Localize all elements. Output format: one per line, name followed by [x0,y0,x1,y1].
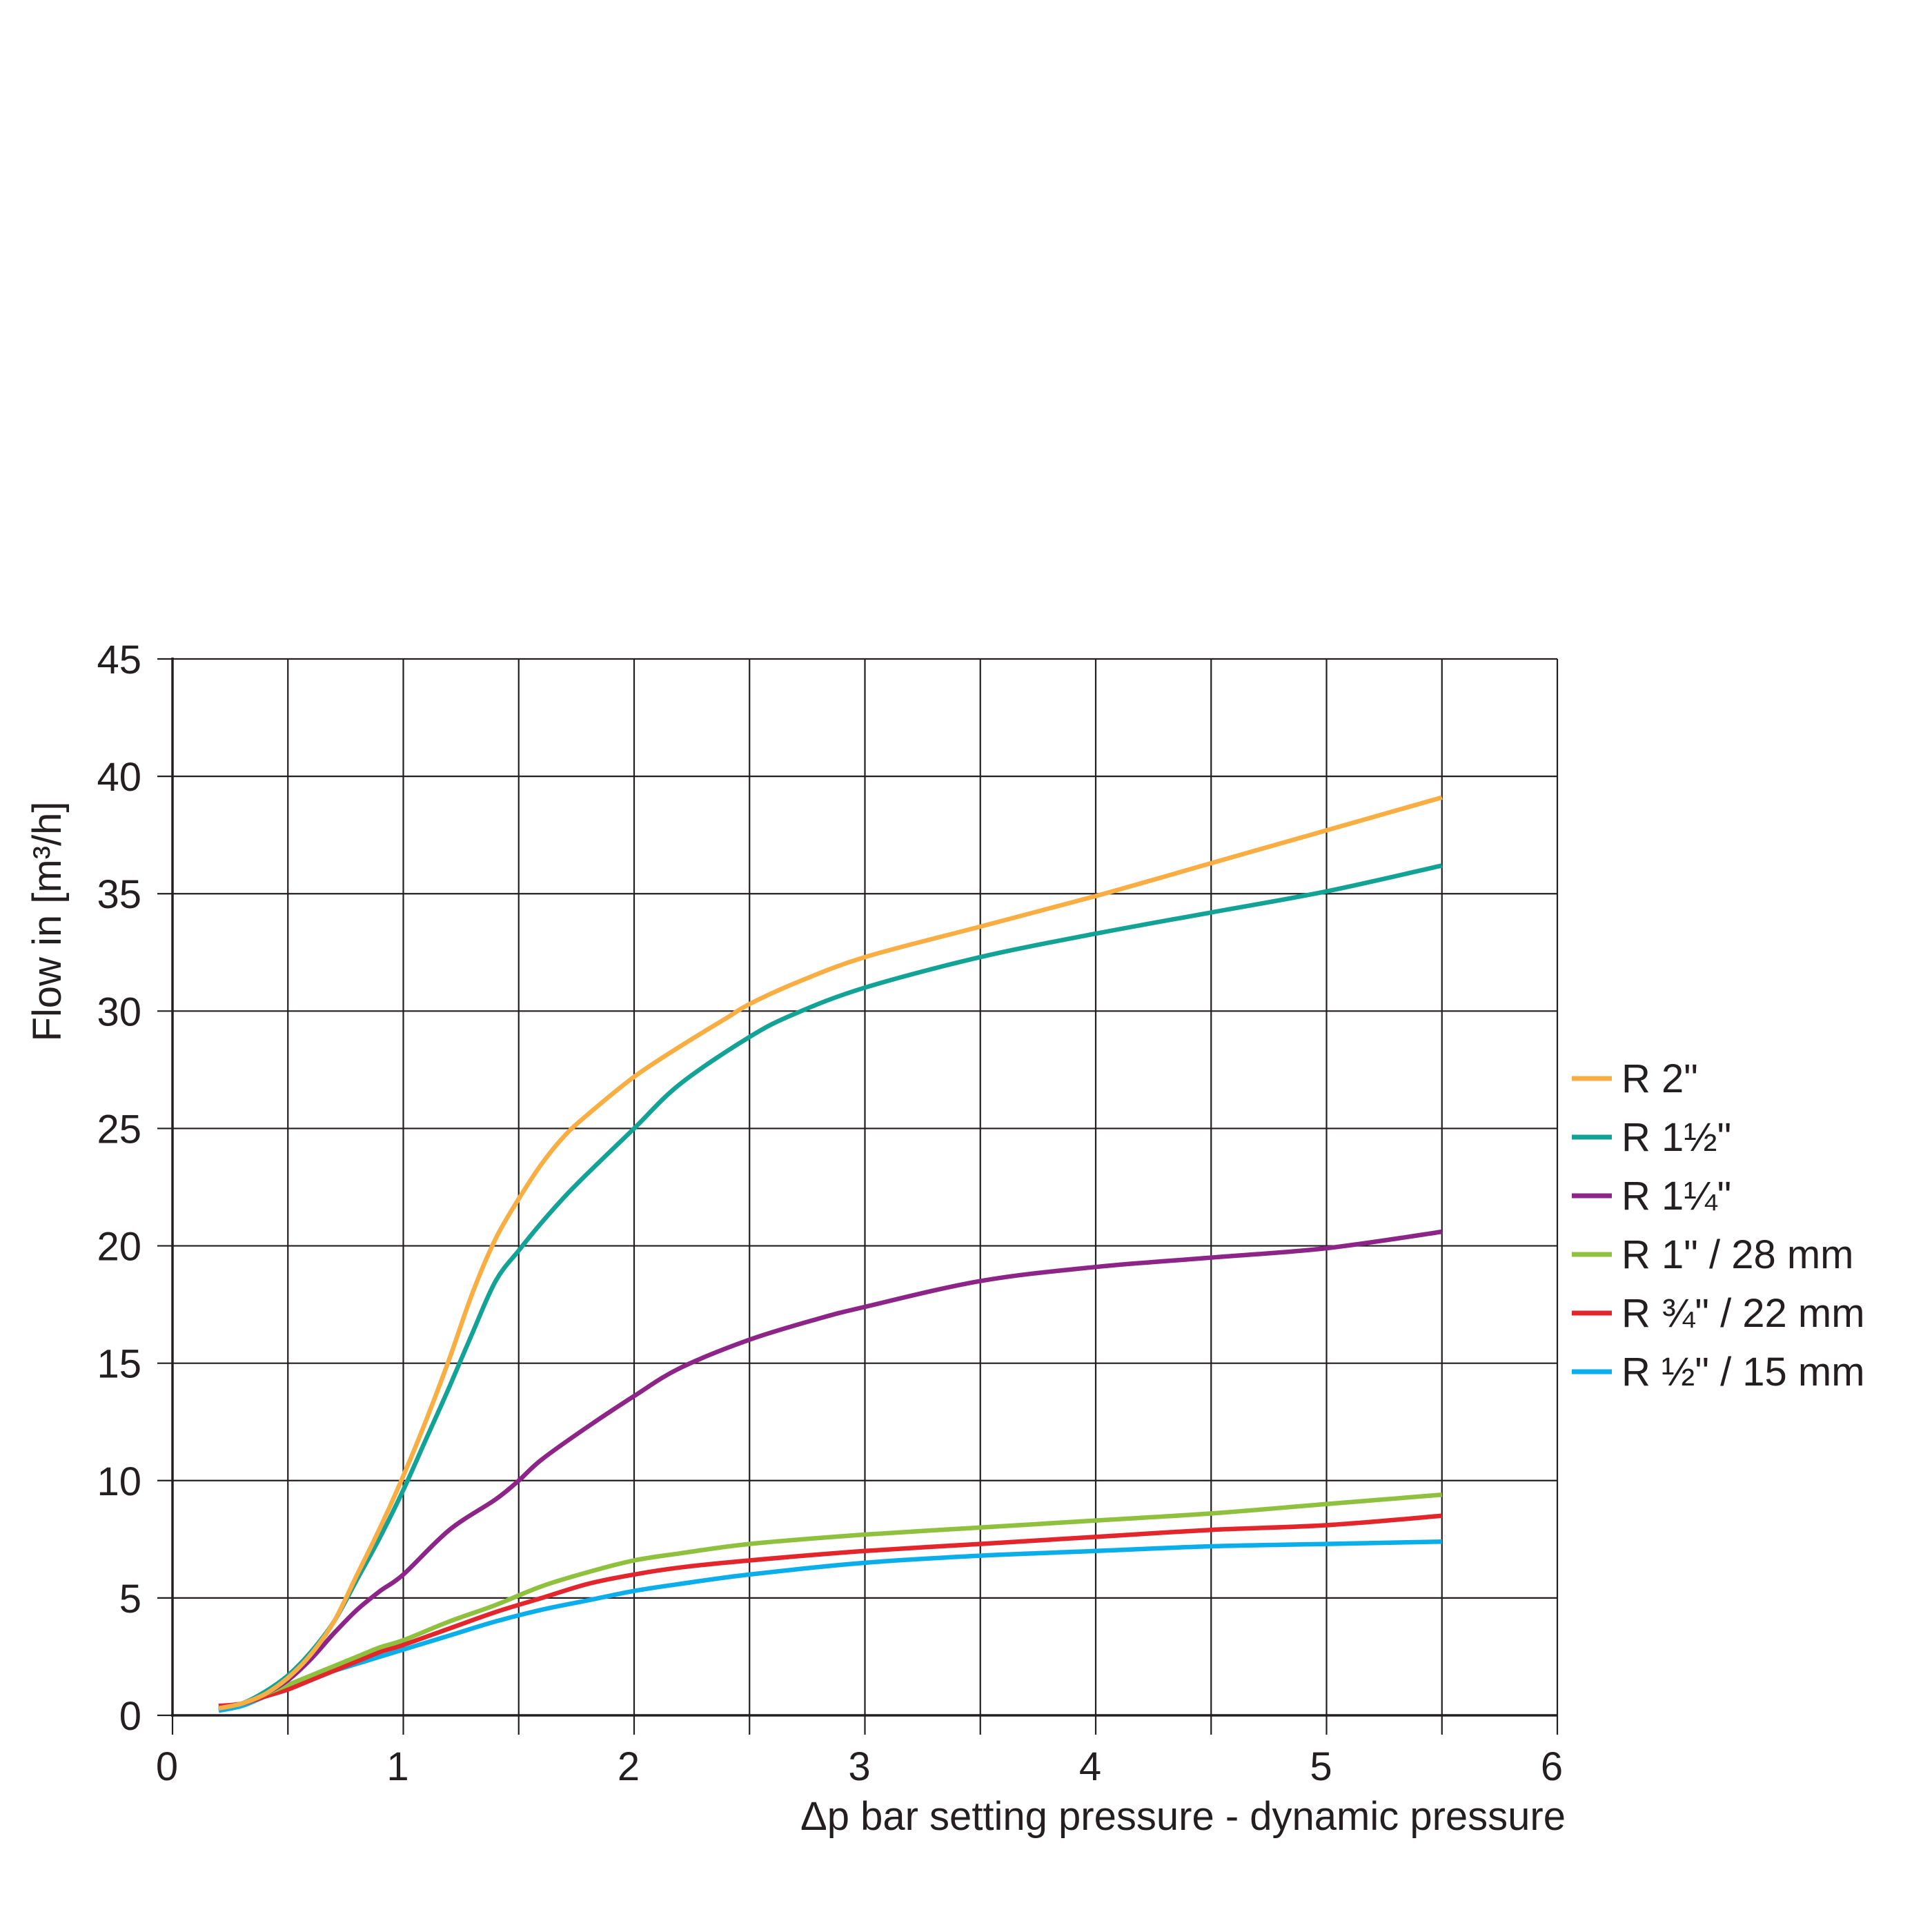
series-line [218,1229,1443,1711]
legend-label: R ½" / 15 mm [1621,1350,1865,1394]
x-tick-label: 3 [848,1744,870,1789]
legend-label: R 2" [1621,1056,1698,1101]
y-axis-title: Flow in [m³/h] [25,801,70,1041]
y-tick-label: 20 [97,1225,141,1270]
y-tick-label: 25 [97,1107,141,1152]
x-tick-label: 6 [1541,1744,1563,1789]
legend: R 2" R 1½" R 1¼" R 1" / 28 mm R ¾" / 22 mm R … [1572,1056,1865,1394]
grid [172,658,1559,1715]
series-line [218,1539,1442,1713]
y-tick-label: 45 [97,638,141,682]
series-lines [218,795,1443,1713]
series-line [218,795,1443,1711]
x-tick-label: 2 [618,1744,640,1789]
y-tick-label: 40 [97,755,141,800]
x-tick-label: 1 [386,1744,408,1789]
x-tick-label: 0 [156,1744,178,1789]
series-line [218,863,1443,1711]
x-tick-label: 4 [1079,1744,1101,1789]
series-line [218,1492,1443,1711]
y-tick-label: 5 [119,1577,141,1621]
series-line [218,1513,1443,1708]
legend-label: R ¾" / 22 mm [1621,1291,1865,1336]
y-tick-label: 35 [97,872,141,917]
legend-label: R 1¼" [1621,1174,1731,1219]
y-tick-label: 10 [97,1459,141,1504]
legend-label: R 1½" [1621,1115,1731,1160]
y-tick-label: 15 [97,1342,141,1387]
y-tick-label: 30 [97,989,141,1034]
x-tick-label: 5 [1310,1744,1332,1789]
x-axis-title: Δp bar setting pressure - dynamic pressu… [800,1794,1566,1839]
axes [157,658,1559,1735]
y-tick-label: 0 [119,1694,141,1739]
legend-label: R 1" / 28 mm [1621,1232,1853,1277]
